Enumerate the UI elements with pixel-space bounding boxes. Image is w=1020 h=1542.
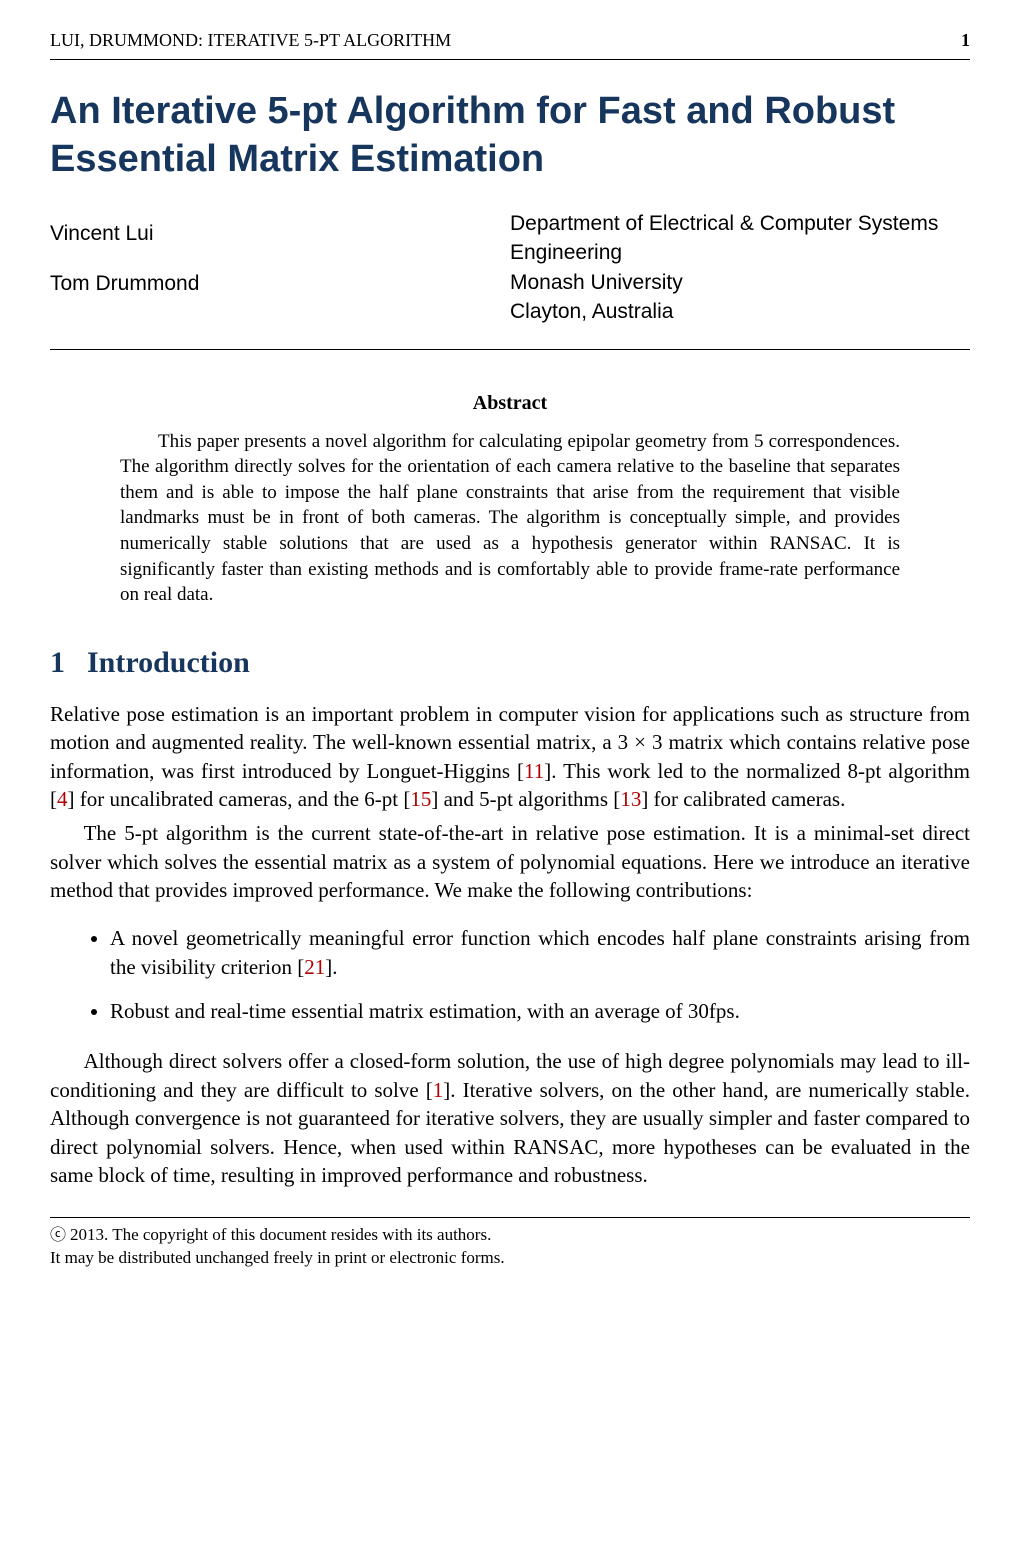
page-number: 1 xyxy=(961,30,970,51)
text: ] for calibrated cameras. xyxy=(641,787,845,811)
author-1: Vincent Lui xyxy=(50,209,510,259)
affiliation-line-1: Department of Electrical & Computer Syst… xyxy=(510,209,970,268)
citation: 4 xyxy=(57,787,68,811)
abstract-heading: Abstract xyxy=(120,390,900,417)
affiliation-line-3: Clayton, Australia xyxy=(510,297,970,326)
affiliation: Department of Electrical & Computer Syst… xyxy=(510,209,970,327)
section-title: Introduction xyxy=(87,646,250,679)
running-header-left: LUI, DRUMMOND: ITERATIVE 5-PT ALGORITHM xyxy=(50,30,451,51)
citation: 15 xyxy=(410,787,431,811)
text: ] and 5-pt algorithms [ xyxy=(431,787,620,811)
authors-block: Vincent Lui Tom Drummond Department of E… xyxy=(50,209,970,350)
abstract-body: This paper presents a novel algorithm fo… xyxy=(120,429,900,608)
section-heading: 1 Introduction xyxy=(50,646,970,680)
list-item: Robust and real-time essential matrix es… xyxy=(110,997,970,1025)
citation: 11 xyxy=(524,759,544,783)
affiliation-line-2: Monash University xyxy=(510,268,970,297)
paragraph-3: Although direct solvers offer a closed-f… xyxy=(50,1047,970,1189)
running-header: LUI, DRUMMOND: ITERATIVE 5-PT ALGORITHM … xyxy=(50,30,970,60)
text: ]. xyxy=(325,955,337,979)
text: 2013. The copyright of this document res… xyxy=(70,1225,491,1244)
copyright-line-2: It may be distributed unchanged freely i… xyxy=(50,1247,970,1270)
authors-names: Vincent Lui Tom Drummond xyxy=(50,209,510,310)
author-2: Tom Drummond xyxy=(50,259,510,309)
abstract: Abstract This paper presents a novel alg… xyxy=(120,390,900,608)
text: ] for uncalibrated cameras, and the 6-pt… xyxy=(68,787,411,811)
citation: 1 xyxy=(433,1078,444,1102)
paragraph-1: Relative pose estimation is an important… xyxy=(50,700,970,813)
copyright-icon: ⓒ xyxy=(50,1227,70,1244)
contributions-list: A novel geometrically meaningful error f… xyxy=(110,924,970,1025)
list-item: A novel geometrically meaningful error f… xyxy=(110,924,970,981)
text: A novel geometrically meaningful error f… xyxy=(110,926,970,978)
footer: ⓒ 2013. The copyright of this document r… xyxy=(50,1217,970,1270)
section-number: 1 xyxy=(50,646,65,679)
paragraph-2: The 5-pt algorithm is the current state-… xyxy=(50,819,970,904)
citation: 21 xyxy=(304,955,325,979)
paper-title: An Iterative 5-pt Algorithm for Fast and… xyxy=(50,88,970,183)
citation: 13 xyxy=(620,787,641,811)
copyright-line-1: ⓒ 2013. The copyright of this document r… xyxy=(50,1224,970,1247)
